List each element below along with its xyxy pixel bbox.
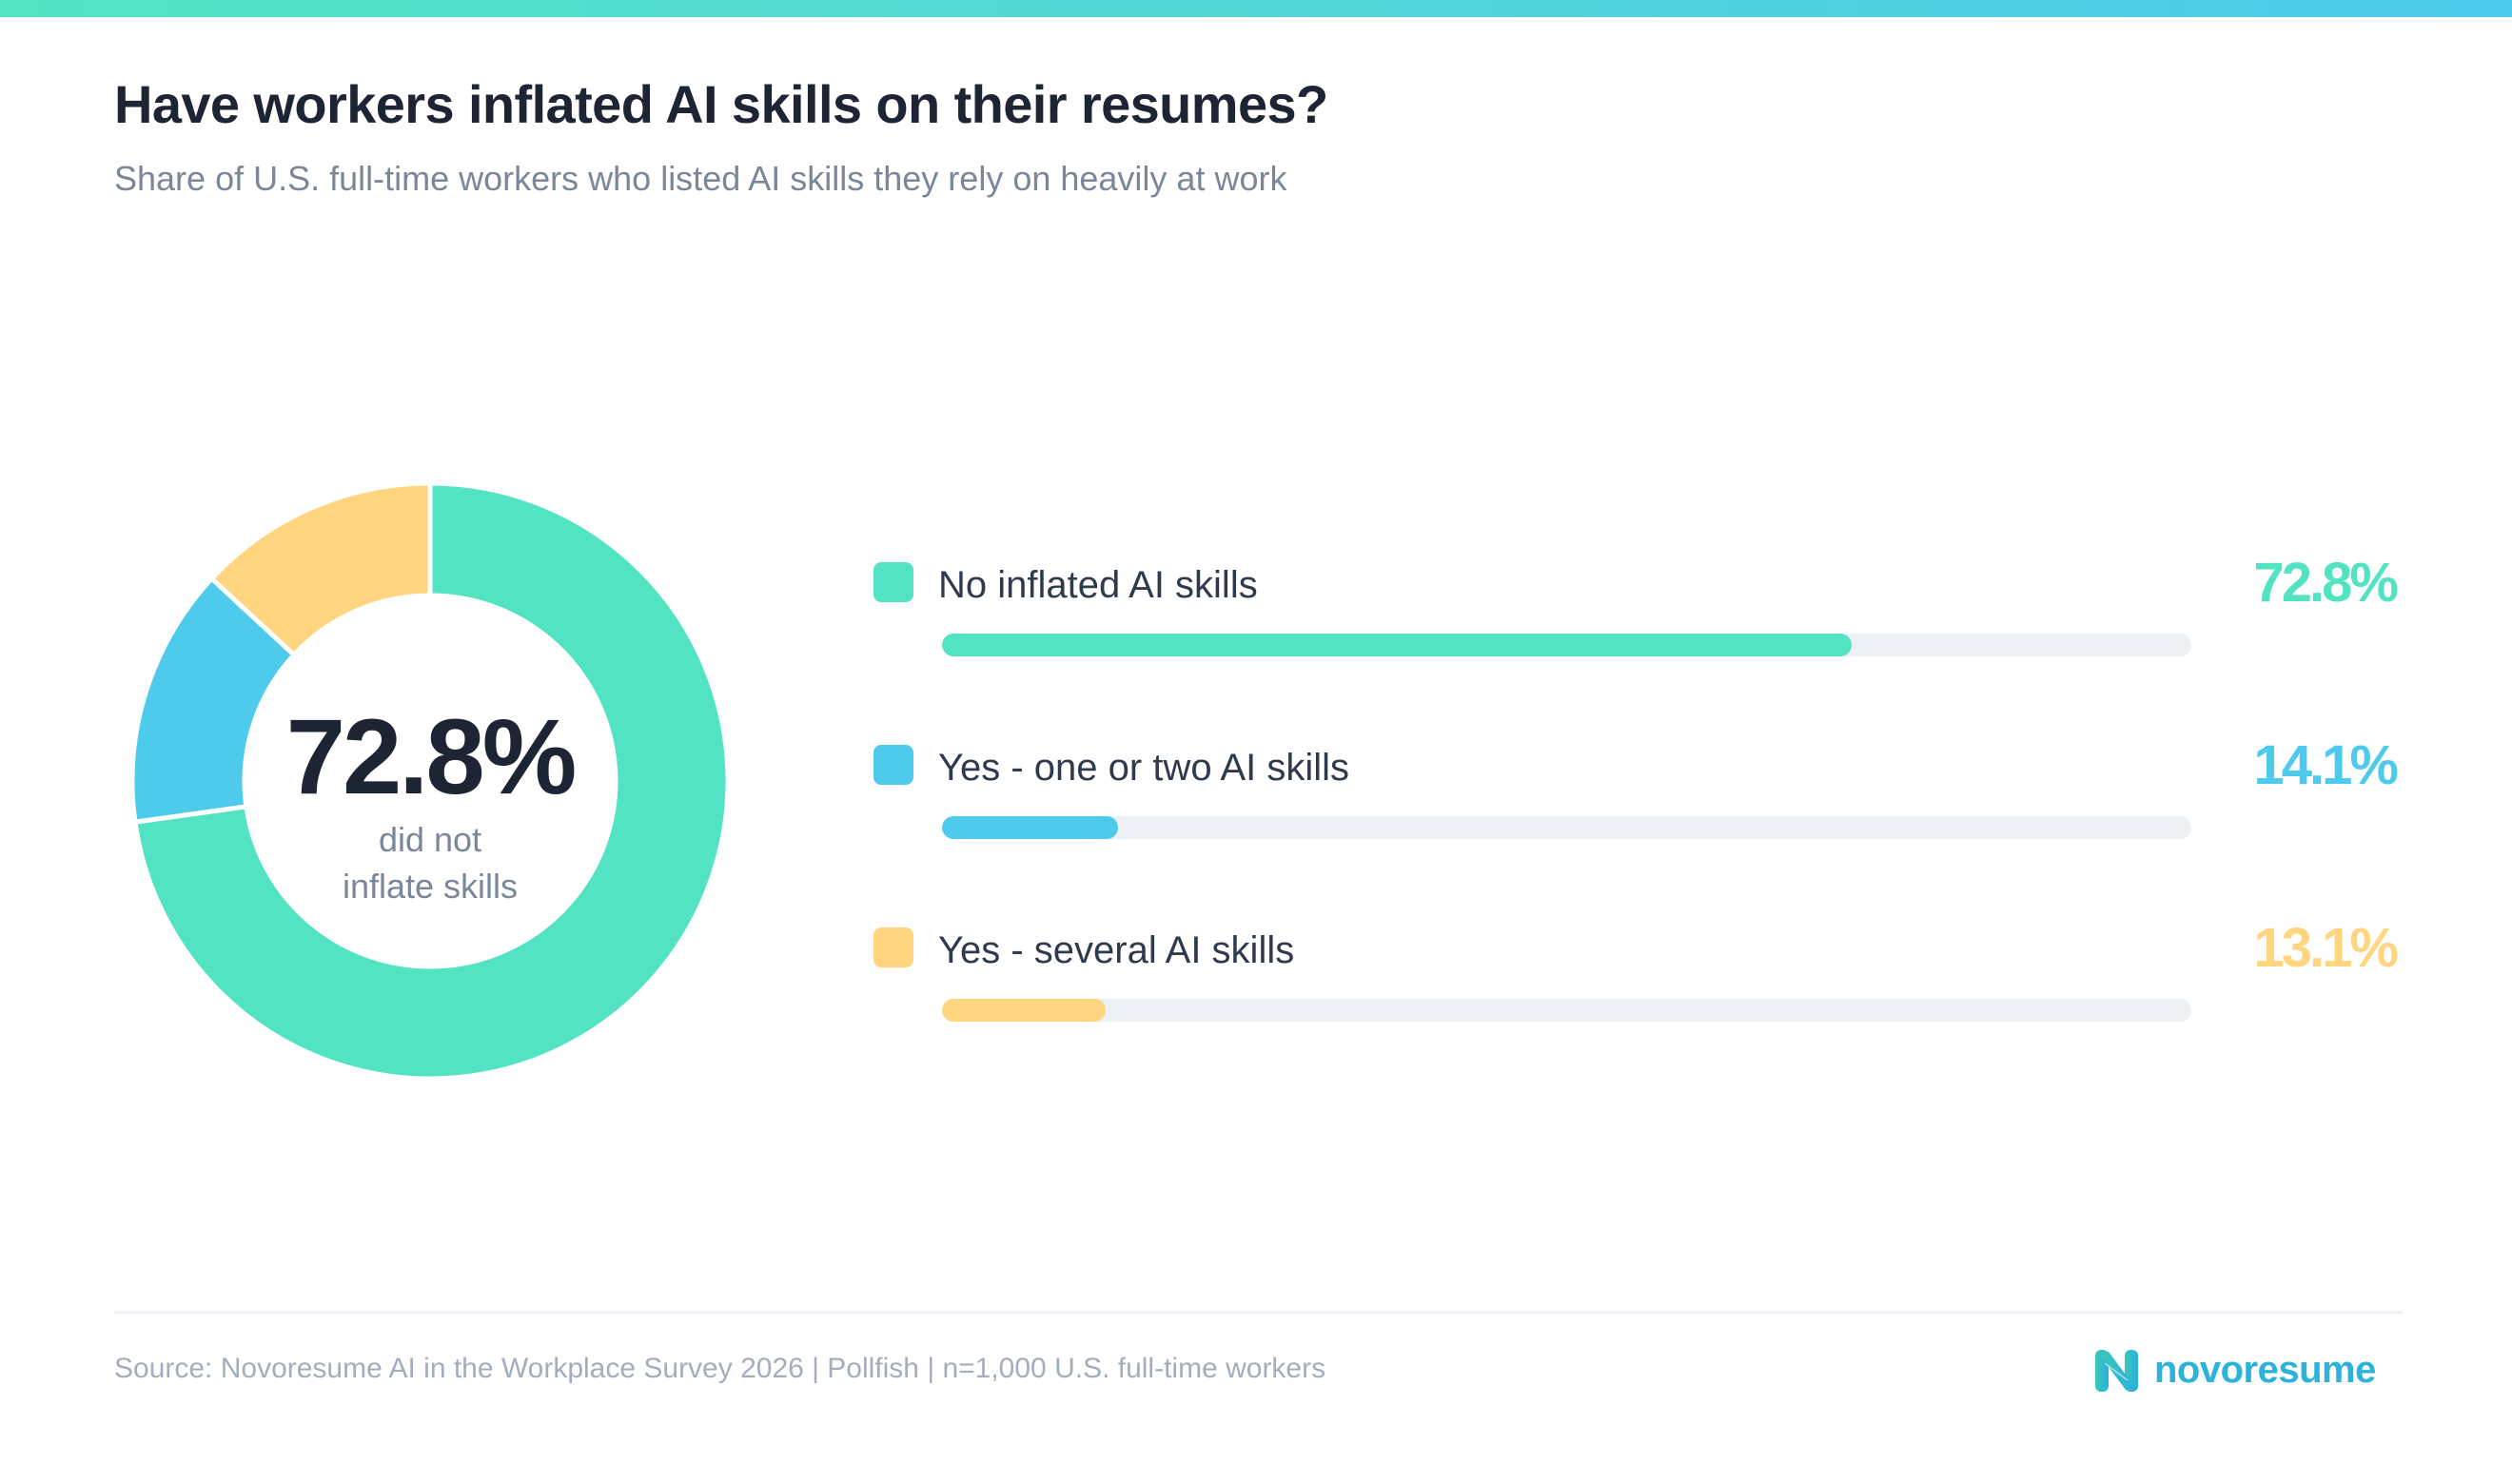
legend-swatch xyxy=(873,745,913,785)
legend-value: 14.1% xyxy=(2253,734,2399,796)
legend-label: Yes - one or two AI skills xyxy=(938,747,1350,789)
top-accent-bar xyxy=(0,0,2512,17)
bar-fill xyxy=(942,999,1106,1022)
donut-center-value: 72.8% xyxy=(285,697,578,816)
bar-fill xyxy=(942,634,1852,656)
legend-value: 72.8% xyxy=(2253,552,2399,614)
legend-row-several: Yes - several AI skills 13.1% xyxy=(0,917,2512,1022)
legend-swatch xyxy=(873,928,913,967)
donut-caption-line2: inflate skills xyxy=(342,867,519,906)
legend-label: Yes - several AI skills xyxy=(938,929,1295,971)
chart-title: Have workers inflated AI skills on their… xyxy=(114,74,1328,134)
legend-swatch xyxy=(873,562,913,602)
chart-subtitle: Share of U.S. full-time workers who list… xyxy=(114,159,1287,198)
bar-track xyxy=(942,816,2191,839)
bar-track xyxy=(942,634,2191,656)
source-note: Source: Novoresume AI in the Workplace S… xyxy=(114,1353,1326,1384)
legend-value: 13.1% xyxy=(2253,917,2399,979)
donut-center-caption: did not inflate skills xyxy=(240,816,620,909)
brand-name: novoresume xyxy=(2154,1349,2376,1391)
footer-divider xyxy=(114,1311,2403,1314)
legend-label: No inflated AI skills xyxy=(938,564,1258,606)
bar-track xyxy=(942,999,2191,1022)
legend-row-no-inflated: No inflated AI skills 72.8% xyxy=(0,552,2512,656)
donut-caption-line1: did not xyxy=(378,820,482,859)
novoresume-n-icon xyxy=(2095,1350,2138,1392)
legend-row-one-or-two: Yes - one or two AI skills 14.1% xyxy=(0,734,2512,839)
bar-fill xyxy=(942,816,1119,839)
